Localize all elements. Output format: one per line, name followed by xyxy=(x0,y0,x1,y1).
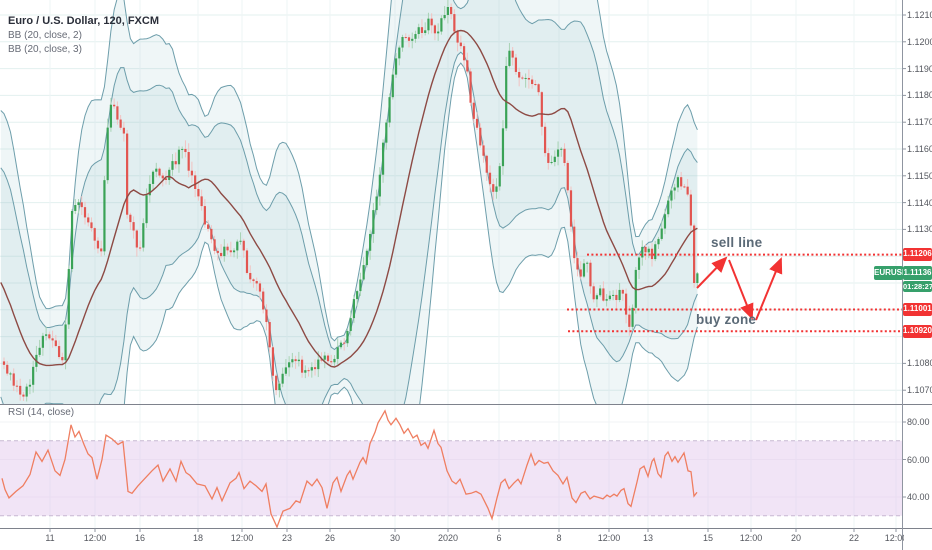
rsi-indicator-legend[interactable]: RSI (14, close) xyxy=(8,407,75,418)
time-tick-label: 11 xyxy=(45,533,55,543)
sell-line-label[interactable]: sell line xyxy=(711,235,763,250)
rsi-pane xyxy=(0,409,902,528)
bb2-upper-line xyxy=(0,0,698,351)
drawing-annotations xyxy=(567,253,902,333)
gridlines xyxy=(0,0,902,528)
time-tick-label: 16 xyxy=(134,533,145,543)
candlesticks xyxy=(2,0,699,402)
time-tick-label: 12:00 xyxy=(597,533,621,543)
main-pane xyxy=(0,0,698,404)
rsi-line xyxy=(1,409,698,528)
time-axis[interactable]: 11 12:00 16 18 12:00 23 26 30 2020 6 8 12:00 13 15 12:… xyxy=(0,528,904,550)
time-tick-label: 22 xyxy=(848,533,859,543)
time-tick-label: 30 xyxy=(389,533,400,543)
time-tick-label: 8 xyxy=(556,533,562,543)
bb3-lower-line xyxy=(123,62,698,404)
bb2-fill xyxy=(0,0,698,404)
time-tick-label: 15 xyxy=(702,533,713,543)
time-tick-label: 12:00 xyxy=(83,533,107,543)
buy-zone-label[interactable]: buy zone xyxy=(696,312,757,327)
time-tick-label: 6 xyxy=(496,533,502,543)
time-tick-label: 2020 xyxy=(437,533,459,543)
trend-arrow[interactable] xyxy=(696,256,728,289)
time-tick-label: 18 xyxy=(192,533,203,543)
time-tick-label: 12:00 xyxy=(739,533,763,543)
bb3-fill xyxy=(0,0,698,404)
time-tick-label: 23 xyxy=(281,533,292,543)
time-tick-label: 12:00 xyxy=(884,533,904,543)
time-tick-label: 20 xyxy=(790,533,801,543)
trend-arrow[interactable] xyxy=(728,259,754,320)
time-tick-label: 13 xyxy=(642,533,653,543)
time-tick-label: 26 xyxy=(324,533,335,543)
bb-basis-sma-line xyxy=(0,29,698,368)
trend-arrow[interactable] xyxy=(755,257,783,321)
bb2-lower-line xyxy=(0,51,698,404)
time-tick-label: 12:00 xyxy=(230,533,254,543)
bb3-upper-line xyxy=(0,0,698,342)
